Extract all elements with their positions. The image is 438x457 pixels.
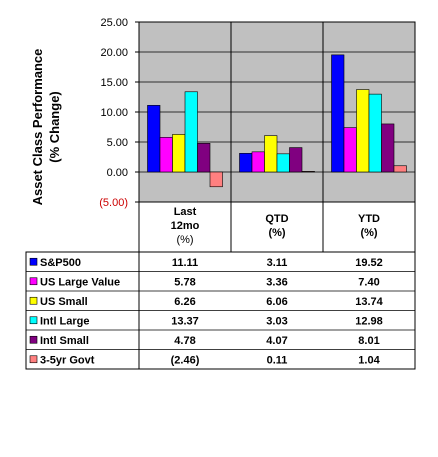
y-tick-label: 10.00 bbox=[100, 107, 128, 119]
category-label: (%) bbox=[176, 234, 193, 246]
bar bbox=[289, 147, 303, 173]
bar bbox=[343, 127, 357, 173]
legend-swatch bbox=[29, 335, 38, 344]
bar bbox=[209, 171, 223, 188]
bar bbox=[381, 123, 395, 173]
y-tick-label: (5.00) bbox=[99, 197, 128, 209]
category-label: 12mo bbox=[171, 220, 200, 232]
y-tick-label: 5.00 bbox=[107, 137, 128, 149]
data-value-label: 0.11 bbox=[267, 354, 288, 366]
category-label: YTD bbox=[358, 213, 380, 225]
y-axis-title-line: (% Change) bbox=[47, 91, 62, 163]
y-tick-label: 20.00 bbox=[100, 47, 128, 59]
legend-swatch bbox=[29, 277, 38, 286]
y-tick-label: 0.00 bbox=[107, 167, 128, 179]
data-value-label: 5.78 bbox=[174, 276, 195, 288]
legend-label: 3-5yr Govt bbox=[40, 354, 95, 366]
category-label: (%) bbox=[268, 227, 285, 239]
data-value-label: 1.04 bbox=[358, 354, 380, 366]
bar bbox=[251, 151, 265, 173]
legend-label: Intl Large bbox=[40, 315, 90, 327]
bar bbox=[368, 93, 382, 173]
data-value-label: 13.74 bbox=[355, 296, 383, 308]
data-value-label: 4.07 bbox=[266, 335, 287, 347]
legend-label: US Small bbox=[40, 296, 88, 308]
legend-swatch bbox=[29, 296, 38, 305]
bar bbox=[239, 153, 253, 173]
data-value-label: 4.78 bbox=[174, 335, 195, 347]
y-tick-label: 15.00 bbox=[100, 77, 128, 89]
legend-swatch bbox=[29, 257, 38, 266]
data-value-label: 6.06 bbox=[266, 296, 287, 308]
category-label: Last bbox=[174, 206, 197, 218]
data-table: Last 12mo (%) QTD (%) YTD (%) S&P500 11.11 3.11 19… bbox=[25, 201, 416, 370]
table-header bbox=[138, 201, 416, 253]
legend-label: US Large Value bbox=[40, 276, 120, 288]
bar bbox=[276, 153, 290, 173]
data-value-label: 8.01 bbox=[358, 335, 379, 347]
data-value-label: (2.46) bbox=[171, 354, 200, 366]
bar bbox=[331, 54, 345, 173]
data-value-label: 3.03 bbox=[266, 315, 287, 327]
data-value-label: 3.36 bbox=[266, 276, 287, 288]
data-value-label: 13.37 bbox=[171, 315, 199, 327]
bar bbox=[301, 171, 315, 173]
data-value-label: 7.40 bbox=[358, 276, 379, 288]
bar bbox=[197, 143, 211, 173]
category-label: (%) bbox=[360, 227, 377, 239]
y-axis: 25.00 20.00 15.00 10.00 5.00 0.00 (5.00) bbox=[99, 17, 139, 209]
legend-label: S&P500 bbox=[40, 257, 81, 269]
bar bbox=[184, 91, 198, 173]
data-value-label: 19.52 bbox=[355, 257, 383, 269]
data-value-label: 11.11 bbox=[172, 257, 198, 269]
bar bbox=[159, 137, 173, 173]
bar bbox=[264, 135, 278, 173]
data-value-label: 12.98 bbox=[355, 315, 383, 327]
plot-area bbox=[138, 21, 416, 203]
legend-swatch bbox=[29, 316, 38, 325]
bar bbox=[147, 105, 161, 173]
legend-label: Intl Small bbox=[40, 335, 89, 347]
y-tick-label: 25.00 bbox=[100, 17, 128, 29]
category-label: QTD bbox=[265, 213, 288, 225]
legend-swatch bbox=[29, 355, 38, 364]
y-axis-title-line: Asset Class Performance bbox=[30, 49, 45, 206]
bar bbox=[393, 165, 407, 173]
data-value-label: 6.26 bbox=[174, 296, 195, 308]
data-value-label: 3.11 bbox=[267, 257, 288, 269]
bar bbox=[172, 134, 186, 173]
bar bbox=[356, 89, 370, 173]
y-axis-title: Asset Class Performance (% Change) bbox=[30, 49, 62, 206]
